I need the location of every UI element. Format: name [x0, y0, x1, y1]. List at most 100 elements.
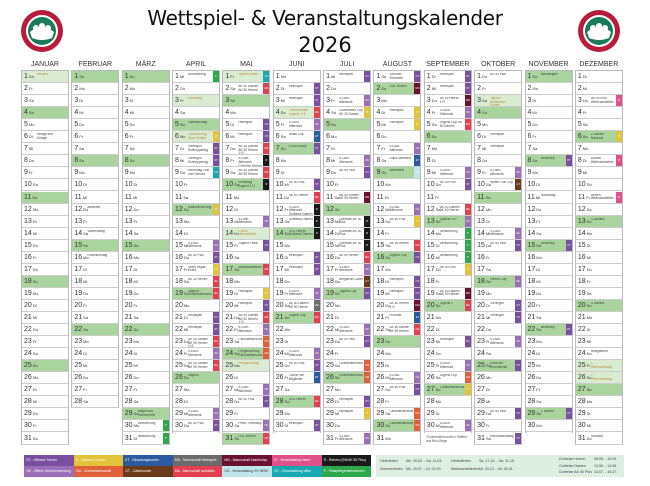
- day-cell[interactable]: 1Mi Heimspiel OT: [324, 71, 371, 83]
- day-cell[interactable]: 22Di: [575, 324, 622, 337]
- day-cell[interactable]: 23Fr: [22, 336, 68, 349]
- day-cell[interactable]: 31Fr 9-Loch-Afterwork OK: [324, 432, 371, 445]
- day-cell[interactable]: 3Sa: [22, 95, 68, 108]
- day-cell[interactable]: 13Di: [22, 215, 68, 228]
- day-cell[interactable]: 22Fr 9-Loch-Afterwork OK: [223, 324, 270, 337]
- day-cell[interactable]: 4Sa Clubmeister Cup AK 30 Damen IT: [324, 107, 371, 120]
- day-cell[interactable]: 26Do: [72, 372, 119, 385]
- day-cell[interactable]: 4Mi: [122, 107, 169, 120]
- day-cell[interactable]: 19So Jugend Clubmeisterschaft MA: [173, 287, 220, 300]
- day-cell[interactable]: 29So 1. Advent OT: [525, 408, 572, 421]
- day-cell[interactable]: 21Sa: [72, 312, 119, 324]
- day-cell[interactable]: 12Do: [525, 203, 572, 216]
- day-cell[interactable]: 23Mo: [122, 336, 169, 349]
- day-cell[interactable]: 23Do AK 50 Plus OT: [324, 336, 371, 349]
- day-cell[interactable]: 24Fr 9-Loch-Afterwork OK: [173, 348, 220, 361]
- day-cell[interactable]: 3Di: [525, 95, 572, 108]
- day-cell[interactable]: 28Mo: [424, 396, 471, 409]
- day-cell[interactable]: 8Di Damen Weihnachtsfeier VI: [575, 155, 622, 168]
- day-cell[interactable]: 12Mo: [22, 203, 68, 216]
- day-cell[interactable]: 29Di: [575, 408, 622, 421]
- day-cell[interactable]: 17Fr Team Vegas Event IT: [173, 263, 220, 276]
- day-cell[interactable]: 30Mi 9-Loch-Afterwork OK: [424, 420, 471, 433]
- day-cell[interactable]: 25Fr 1. Weihnachtstag: [575, 360, 622, 373]
- day-cell[interactable]: 7Sa: [525, 143, 572, 156]
- day-cell[interactable]: 19Sa AK 50 Damen AK 50 Herren MN: [424, 287, 471, 300]
- day-cell[interactable]: 7Di Vierergolf Schnuppertag OT: [173, 143, 220, 156]
- day-cell[interactable]: 29Do AK 50 Plus OT: [475, 408, 522, 421]
- day-cell[interactable]: 25Di: [374, 360, 421, 373]
- day-cell[interactable]: 12Sa: [575, 203, 622, 216]
- day-cell[interactable]: 18Mi: [72, 275, 119, 288]
- day-cell[interactable]: 15Mi Golfreise AK 50 Plus R: [324, 239, 371, 252]
- day-cell[interactable]: 17Sa: [22, 263, 68, 276]
- day-cell[interactable]: 14So OGL Herren Golfreise Damen R: [273, 227, 320, 240]
- day-cell[interactable]: 18So: [22, 275, 68, 288]
- day-cell[interactable]: 30Fr: [475, 420, 522, 433]
- day-cell[interactable]: 11Fr: [424, 191, 471, 204]
- day-cell[interactable]: 17Do AK 50 Plus IT: [424, 263, 471, 276]
- day-cell[interactable]: 26Di: [223, 372, 270, 385]
- day-cell[interactable]: 17Di: [525, 263, 572, 276]
- day-cell[interactable]: 10Di: [72, 179, 119, 192]
- day-cell[interactable]: 8Di: [424, 155, 471, 168]
- day-cell[interactable]: 11So: [22, 191, 68, 204]
- day-cell[interactable]: 6Di Heimspiel: [475, 131, 522, 144]
- day-cell[interactable]: 30SoClubmeisterschaftenCM: [374, 420, 421, 433]
- day-cell[interactable]: 24Mi 9-Loch-Afterwork OK: [273, 348, 320, 361]
- day-cell[interactable]: 14Mo Aerifizierung P: [424, 227, 471, 240]
- day-cell[interactable]: 30Mi: [575, 420, 622, 433]
- day-cell[interactable]: 29Mo: [273, 408, 320, 421]
- day-cell[interactable]: 21Mo: [424, 312, 471, 324]
- day-cell[interactable]: 14Di Golfreise AK 50 Plus R: [324, 227, 371, 240]
- day-cell[interactable]: 6Mo Ostermontag Open Ended IT: [173, 131, 220, 144]
- day-cell[interactable]: 8Mi 9-Loch-Afterwork OK: [324, 155, 371, 168]
- day-cell[interactable]: 2Sa AK 50 Damen AK 50 Herren MA: [223, 83, 270, 96]
- day-cell[interactable]: 1Mi Aerifizierung P: [173, 71, 220, 83]
- day-cell[interactable]: 4Mo: [223, 107, 270, 120]
- day-cell[interactable]: 8Do: [475, 155, 522, 168]
- day-cell[interactable]: 17SoMannschaftsmeisterschaftMA: [223, 263, 270, 276]
- day-cell[interactable]: 17Sa: [475, 263, 522, 276]
- day-cell[interactable]: 15Do AK 50 Plus OT: [475, 239, 522, 252]
- day-cell[interactable]: 17Do: [575, 263, 622, 276]
- day-cell[interactable]: 2Do: [324, 83, 371, 96]
- day-cell[interactable]: 24Sa: [475, 348, 522, 361]
- day-cell[interactable]: 20So 4. Advent: [575, 299, 622, 312]
- day-cell[interactable]: 6Di Heilige drei Könige: [22, 131, 68, 144]
- day-cell[interactable]: 29Fr: [223, 408, 270, 421]
- day-cell[interactable]: 1Mo: [273, 71, 320, 83]
- day-cell[interactable]: 16Do AK 50 Plus OT: [173, 251, 220, 264]
- day-cell[interactable]: 20Mo: [324, 299, 371, 312]
- day-cell[interactable]: 28Sa: [122, 396, 169, 409]
- day-cell[interactable]: 23Di: [273, 336, 320, 349]
- day-cell[interactable]: 23SaClubmeisterschaftenCM: [223, 336, 270, 349]
- day-cell[interactable]: 22Mi 9-Loch-Afterwork OK: [324, 324, 371, 337]
- day-cell[interactable]: 26Sa Jugend Cup CM: [424, 372, 471, 385]
- day-cell[interactable]: 11So: [475, 191, 522, 204]
- day-cell[interactable]: 31Di Aerifizierung P: [122, 432, 169, 445]
- day-cell[interactable]: 10Di: [122, 179, 169, 192]
- day-cell[interactable]: 3Mi Heimspiel OT: [273, 95, 320, 108]
- day-cell[interactable]: 10Sa: [22, 179, 68, 192]
- day-cell[interactable]: 14Mi: [22, 227, 68, 240]
- day-cell[interactable]: 23Mi: [575, 336, 622, 349]
- day-cell[interactable]: 24Sa: [22, 348, 68, 361]
- day-cell[interactable]: 20Fr: [122, 299, 169, 312]
- day-cell[interactable]: 30Do: [324, 420, 371, 433]
- day-cell[interactable]: 6Mo: [324, 131, 371, 144]
- day-cell[interactable]: 14Sa Valentinstag: [72, 227, 119, 240]
- day-cell[interactable]: 5Sa: [575, 119, 622, 132]
- day-cell[interactable]: 31Do Silvester: [575, 432, 622, 445]
- day-cell[interactable]: 7Sa: [72, 143, 119, 156]
- day-cell[interactable]: 25Fr 9-Loch-Afterwork OK: [424, 360, 471, 373]
- day-cell[interactable]: 25Mi: [525, 360, 572, 373]
- day-cell[interactable]: 30Mo Aerifizierung P: [122, 420, 169, 433]
- day-cell[interactable]: 24Mo: [374, 348, 421, 361]
- day-cell[interactable]: 6So: [424, 131, 471, 144]
- day-cell[interactable]: 28So OGL Herren MA: [273, 396, 320, 409]
- day-cell[interactable]: 16Mo Rosenmontag: [72, 251, 119, 264]
- day-cell[interactable]: 26Mo: [22, 372, 68, 385]
- day-cell[interactable]: 29Di: [424, 408, 471, 421]
- day-cell[interactable]: 2Di Heimspiel OT: [273, 83, 320, 96]
